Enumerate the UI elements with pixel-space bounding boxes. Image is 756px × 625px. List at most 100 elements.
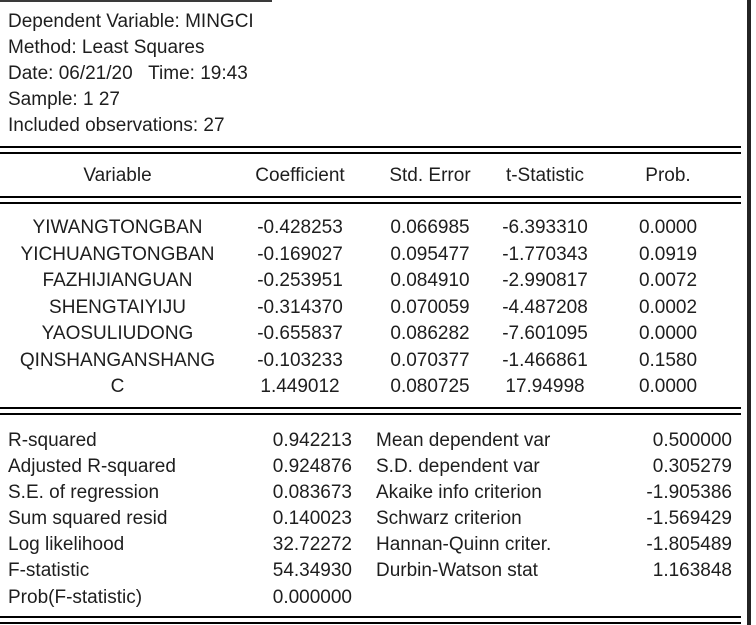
summary-right-label: S.D. dependent var	[376, 455, 540, 477]
coefficient-value: -0.169027	[257, 243, 343, 265]
summary-right-value	[614, 585, 741, 611]
summary-statistics-section: R-squared 0.942213 Mean dependent var 0.…	[0, 428, 741, 611]
summary-column-gap	[352, 480, 376, 506]
summary-column-gap	[352, 428, 376, 454]
summary-right-value: -1.805489	[646, 534, 732, 556]
summary-row: Sum squared resid 0.140023 Schwarz crite…	[0, 506, 741, 532]
column-header-row: Variable Coefficient Std. Error t-Statis…	[0, 163, 741, 189]
summary-right-label: Mean dependent var	[376, 429, 551, 451]
std-error-value: 0.080725	[390, 376, 470, 397]
table-row: YICHUANGTONGBAN -0.169027 0.095477 -1.77…	[0, 242, 741, 269]
summary-left-label: R-squared	[8, 429, 97, 451]
t-statistic-value: -1.770343	[502, 243, 588, 265]
prob-value: 0.0000	[638, 323, 698, 344]
summary-row: Log likelihood 32.72272 Hannan-Quinn cri…	[0, 532, 741, 558]
summary-column-gap	[352, 585, 376, 611]
summary-left-label: Sum squared resid	[8, 508, 168, 530]
column-header-std-error: Std. Error	[389, 165, 471, 186]
summary-row: Adjusted R-squared 0.924876 S.D. depende…	[0, 454, 741, 480]
t-statistic-value: 17.94998	[505, 376, 585, 397]
summary-row: Prob(F-statistic) 0.000000	[0, 585, 741, 611]
table-rule-top	[0, 146, 741, 154]
summary-right-value: -1.905386	[646, 481, 732, 503]
table-row: QINSHANGANSHANG -0.103233 0.070377 -1.46…	[0, 348, 741, 375]
summary-left-value: 0.140023	[272, 508, 352, 530]
coefficient-value: 1.449012	[260, 376, 340, 397]
summary-left-label: Prob(F-statistic)	[8, 586, 143, 608]
summary-right-value: 0.500000	[652, 429, 732, 451]
summary-row: R-squared 0.942213 Mean dependent var 0.…	[0, 428, 741, 454]
summary-left-value: 0.942213	[272, 429, 352, 451]
summary-left-value: 0.083673	[272, 481, 352, 503]
table-row: FAZHIJIANGUAN -0.253951 0.084910 -2.9908…	[0, 268, 741, 295]
summary-left-label: F-statistic	[8, 560, 90, 582]
variable-name: YIWANGTONGBAN	[32, 217, 203, 238]
summary-right-label: Schwarz criterion	[376, 508, 522, 530]
summary-left-label: Log likelihood	[8, 534, 125, 556]
summary-left-value: 0.000000	[272, 586, 352, 608]
summary-right-value: 1.163848	[652, 560, 732, 582]
sample-line: Sample: 1 27	[8, 89, 120, 110]
std-error-value: 0.070059	[390, 296, 470, 318]
date-time-line: Date: 06/21/20 Time: 19:43	[8, 63, 248, 84]
summary-column-gap	[352, 532, 376, 558]
coefficient-value: -0.253951	[257, 270, 343, 291]
coefficient-rows: YIWANGTONGBAN -0.428253 0.066985 -6.3933…	[0, 215, 741, 401]
column-header-prob: Prob.	[645, 165, 691, 186]
table-row: C 1.449012 0.080725 17.94998 0.0000	[0, 374, 741, 401]
std-error-value: 0.084910	[390, 270, 470, 291]
included-observations-line: Included observations: 27	[8, 115, 225, 136]
table-row: SHENGTAIYIJU -0.314370 0.070059 -4.48720…	[0, 295, 741, 322]
summary-right-value: 0.305279	[652, 455, 732, 477]
summary-right-label: Akaike info criterion	[376, 481, 542, 503]
t-statistic-value: -6.393310	[502, 217, 588, 238]
table-rule-bottom	[0, 615, 741, 624]
table-row: YIWANGTONGBAN -0.428253 0.066985 -6.3933…	[0, 215, 741, 242]
summary-right-label	[376, 585, 614, 611]
t-statistic-value: -1.466861	[502, 349, 588, 371]
summary-left-label: S.E. of regression	[8, 481, 160, 503]
coefficient-value: -0.103233	[257, 349, 343, 371]
std-error-value: 0.070377	[390, 349, 470, 371]
regression-output-table: Dependent Variable: MINGCI Method: Least…	[0, 11, 741, 624]
t-statistic-value: -2.990817	[502, 270, 588, 291]
std-error-value: 0.066985	[390, 217, 470, 238]
variable-name: YAOSULIUDONG	[41, 323, 194, 344]
prob-value: 0.0072	[638, 270, 698, 291]
summary-column-gap	[352, 454, 376, 480]
std-error-value: 0.086282	[390, 323, 470, 344]
method-line: Method: Least Squares	[8, 37, 205, 58]
summary-left-label: Adjusted R-squared	[8, 455, 176, 477]
prob-value: 0.0919	[638, 243, 698, 265]
window-right-border	[747, 0, 751, 625]
window-top-border	[0, 0, 272, 2]
column-header-t-statistic: t-Statistic	[505, 165, 585, 186]
variable-name: SHENGTAIYIJU	[49, 296, 186, 318]
column-header-coefficient: Coefficient	[255, 165, 345, 186]
coefficient-value: -0.314370	[257, 296, 343, 318]
table-rule-above-summary	[0, 406, 741, 415]
coefficient-value: -0.655837	[257, 323, 343, 344]
variable-name: FAZHIJIANGUAN	[42, 270, 193, 291]
prob-value: 0.0000	[638, 217, 698, 238]
summary-right-label: Durbin-Watson stat	[376, 560, 538, 582]
variable-name: YICHUANGTONGBAN	[20, 243, 215, 265]
table-row: YAOSULIUDONG -0.655837 0.086282 -7.60109…	[0, 321, 741, 348]
summary-column-gap	[352, 558, 376, 584]
std-error-value: 0.095477	[390, 243, 470, 265]
t-statistic-value: -4.487208	[502, 296, 588, 318]
summary-left-value: 0.924876	[272, 455, 352, 477]
summary-right-label: Hannan-Quinn criter.	[376, 534, 552, 556]
summary-left-value: 32.72272	[272, 534, 352, 556]
prob-value: 0.0002	[638, 296, 698, 318]
table-rule-below-header	[0, 196, 741, 204]
prob-value: 0.0000	[638, 376, 698, 397]
variable-name: QINSHANGANSHANG	[19, 349, 216, 371]
summary-row: F-statistic 54.34930 Durbin-Watson stat …	[0, 558, 741, 584]
prob-value: 0.1580	[638, 349, 698, 371]
column-header-variable: Variable	[83, 165, 152, 186]
summary-right-value: -1.569429	[646, 508, 732, 530]
coefficient-value: -0.428253	[257, 217, 343, 238]
dependent-variable-line: Dependent Variable: MINGCI	[8, 11, 254, 32]
